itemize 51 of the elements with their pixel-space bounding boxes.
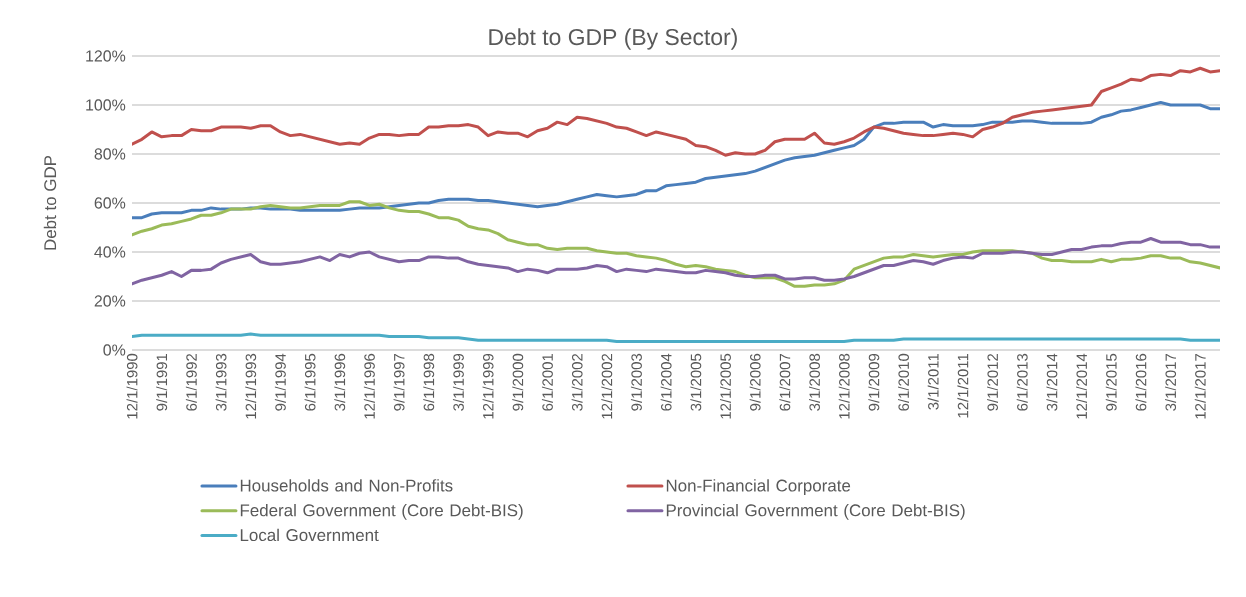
x-tick-label: 6/1/2010 — [898, 353, 909, 411]
x-tick-label: 12/1/1990 — [126, 353, 138, 419]
x-tick-label: 3/1/1993 — [215, 353, 227, 411]
y-tick-label: 20% — [94, 295, 126, 307]
x-tick-label: 3/1/2002 — [571, 353, 583, 411]
y-tick-label: 60% — [94, 197, 126, 209]
x-tick-label: 6/1/2007 — [779, 353, 791, 411]
legend-label: Federal Government (Core Debt-BIS) — [240, 503, 523, 520]
x-tick-label: 12/1/2014 — [1076, 353, 1088, 419]
x-tick-label: 6/1/1992 — [185, 353, 197, 411]
y-tick-label: 120% — [86, 50, 126, 62]
x-tick-label: 9/1/1994 — [274, 353, 286, 411]
x-tick-label: 6/1/2001 — [541, 353, 553, 411]
x-tick-label: 6/1/2016 — [1135, 353, 1147, 411]
x-tick-label: 12/1/2011 — [957, 353, 969, 418]
x-tick-label: 3/1/2017 — [1165, 353, 1177, 411]
x-tick-label: 9/1/1997 — [393, 353, 405, 411]
x-tick-label: 6/1/1998 — [423, 353, 435, 411]
y-axis-title: Debt to GDP — [43, 155, 57, 250]
x-tick-label: 9/1/2009 — [868, 353, 880, 411]
x-tick-label: 6/1/1995 — [304, 353, 316, 411]
x-tick-label: 3/1/2008 — [808, 353, 820, 411]
y-tick-label: 0% — [103, 344, 126, 356]
y-tick-label: 80% — [94, 148, 126, 160]
x-tick-label: 12/1/2002 — [601, 353, 613, 419]
x-tick-label: 6/1/2013 — [1016, 353, 1028, 411]
x-tick-label: 12/1/1993 — [245, 353, 257, 419]
x-tick-label: 6/1/2004 — [660, 353, 672, 411]
x-tick-label: 12/1/1996 — [363, 353, 375, 419]
x-tick-label: 12/1/2005 — [719, 353, 731, 419]
x-tick-label: 3/1/2014 — [1046, 353, 1058, 411]
x-tick-label: 3/1/2011 — [927, 353, 939, 410]
x-tick-label: 3/1/1999 — [452, 353, 464, 411]
y-tick-label: 40% — [94, 246, 126, 258]
legend-label: Non-Financial Corporate — [666, 479, 851, 495]
x-tick-label: 3/1/1996 — [334, 353, 346, 411]
legend-label: Households and Non-Profits — [240, 479, 453, 492]
x-tick-label: 3/1/2005 — [690, 353, 702, 411]
x-tick-label: 9/1/2003 — [630, 353, 642, 411]
x-tick-label: 9/1/2012 — [987, 353, 998, 411]
chart-title: Debt to GDP (By Sector) — [489, 28, 737, 50]
x-tick-label: 12/1/2017 — [1194, 353, 1206, 419]
legend-label: Local Government — [240, 528, 379, 542]
legend-label: Provincial Government (Core Debt-BIS) — [666, 503, 965, 520]
x-tick-label: 9/1/2015 — [1105, 353, 1117, 411]
x-tick-label: 9/1/2000 — [512, 353, 524, 411]
x-tick-label: 12/1/1999 — [482, 353, 494, 419]
x-tick-label: 12/1/2008 — [838, 353, 850, 419]
x-tick-label: 9/1/2006 — [749, 353, 761, 411]
y-tick-label: 100% — [86, 99, 126, 111]
x-tick-label: 9/1/1991 — [156, 353, 168, 411]
